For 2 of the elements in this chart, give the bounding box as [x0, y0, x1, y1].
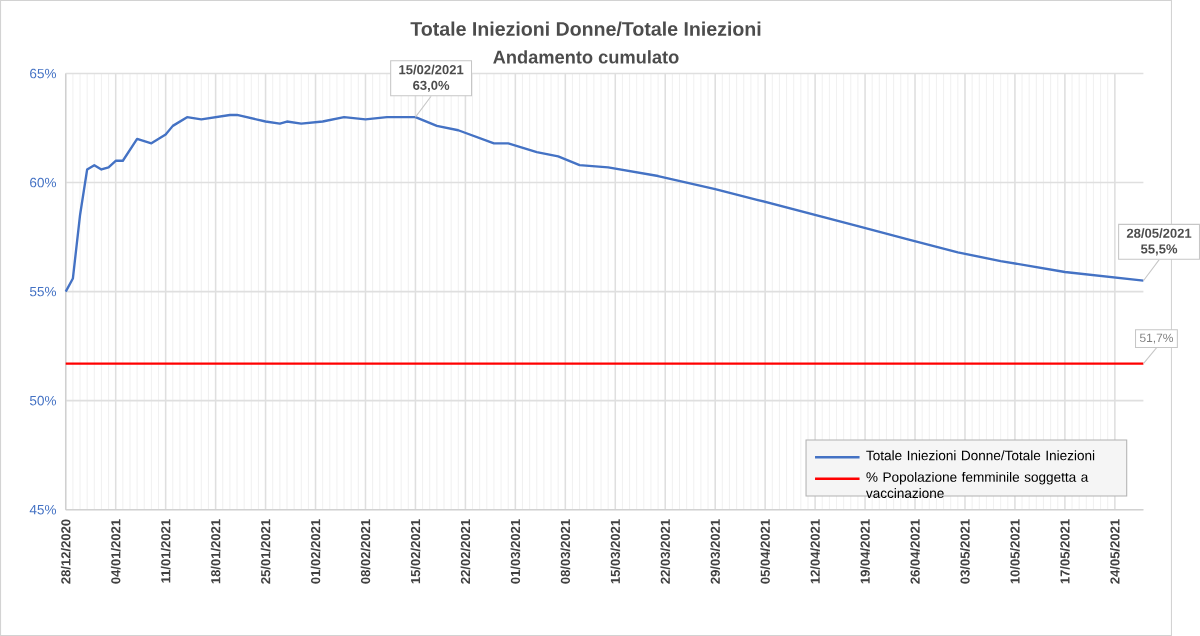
- chart-title: Totale Iniezioni Donne/Totale Iniezioni: [410, 21, 761, 37]
- chart-subtitle: Andamento cumulato: [493, 50, 679, 64]
